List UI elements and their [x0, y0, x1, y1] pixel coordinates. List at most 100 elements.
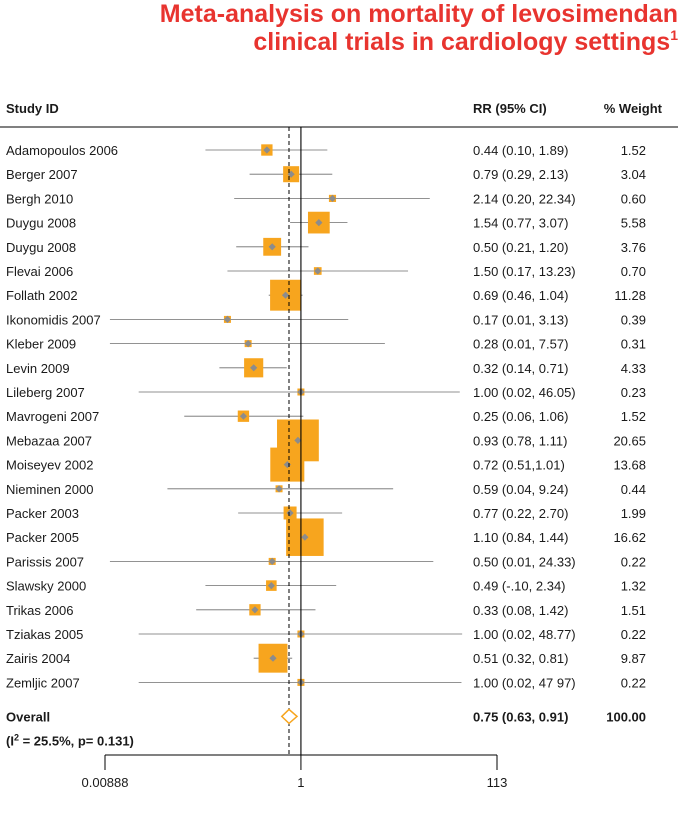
study-row: Flevai 2006 1.50 (0.17, 13.23) 0.70 — [6, 264, 646, 279]
heterogeneity-open: (I — [6, 733, 14, 748]
study-name: Flevai 2006 — [6, 264, 73, 279]
study-rr-ci: 0.49 (-.10, 2.34) — [473, 579, 566, 594]
study-weight: 0.23 — [621, 385, 646, 400]
study-name: Duygu 2008 — [6, 240, 76, 255]
study-name: Bergh 2010 — [6, 191, 73, 206]
study-name: Mavrogeni 2007 — [6, 409, 99, 424]
study-point-estimate — [250, 364, 258, 372]
heterogeneity-stat: (I2 = 25.5%, p= 0.131) — [6, 732, 134, 748]
chart-title-line-2-text: clinical trials in cardiology settings — [253, 28, 670, 56]
study-name: Packer 2005 — [6, 530, 79, 545]
study-name: Kleber 2009 — [6, 337, 76, 352]
study-point-estimate — [281, 291, 290, 299]
study-rr-ci: 0.25 (0.06, 1.06) — [473, 409, 568, 424]
study-weight: 0.60 — [621, 191, 646, 206]
study-name: Adamopoulos 2006 — [6, 143, 118, 158]
study-point-estimate — [287, 170, 295, 178]
study-weight: 3.04 — [621, 167, 646, 182]
header-rr-ci: RR (95% CI) — [473, 101, 547, 116]
study-rr-ci: 1.00 (0.02, 46.05) — [473, 385, 576, 400]
study-weight: 0.44 — [621, 482, 646, 497]
reference-lines — [288, 127, 302, 755]
study-row: Packer 2005 1.10 (0.84, 1.44) 16.62 — [6, 518, 646, 556]
study-row: Mebazaa 2007 0.93 (0.78, 1.11) 20.65 — [6, 419, 646, 462]
study-row: Nieminen 2000 0.59 (0.04, 9.24) 0.44 — [6, 482, 646, 497]
study-point-estimate — [267, 582, 275, 590]
study-weight: 16.62 — [613, 530, 646, 545]
x-axis-tick-label: 0.00888 — [82, 775, 129, 790]
study-weight: 4.33 — [621, 361, 646, 376]
study-name: Nieminen 2000 — [6, 482, 93, 497]
study-row: Bergh 2010 2.14 (0.20, 22.34) 0.60 — [6, 191, 646, 206]
study-point-estimate — [244, 340, 252, 348]
study-name: Follath 2002 — [6, 288, 78, 303]
study-rows: Adamopoulos 2006 0.44 (0.10, 1.89) 1.52 Ber… — [6, 143, 646, 690]
study-weight: 13.68 — [613, 458, 646, 473]
study-rr-ci: 0.28 (0.01, 7.57) — [473, 337, 568, 352]
study-name: Zairis 2004 — [6, 651, 70, 666]
study-name: Slawsky 2000 — [6, 579, 86, 594]
study-rr-ci: 0.69 (0.46, 1.04) — [473, 288, 568, 303]
study-rr-ci: 0.79 (0.29, 2.13) — [473, 167, 568, 182]
study-name: Zemljic 2007 — [6, 675, 80, 690]
overall-label: Overall — [6, 709, 50, 724]
study-name: Berger 2007 — [6, 167, 78, 182]
study-weight: 0.22 — [621, 627, 646, 642]
study-rr-ci: 1.00 (0.02, 47 97) — [473, 675, 576, 690]
study-rr-ci: 0.17 (0.01, 3.13) — [473, 312, 568, 327]
study-name: Moiseyev 2002 — [6, 458, 93, 473]
study-rr-ci: 1.54 (0.77, 3.07) — [473, 216, 568, 231]
overall-diamond — [280, 708, 299, 725]
study-row: Follath 2002 0.69 (0.46, 1.04) 11.28 — [6, 279, 646, 311]
study-row: Trikas 2006 0.33 (0.08, 1.42) 1.51 — [6, 603, 646, 618]
study-name: Mebazaa 2007 — [6, 433, 92, 448]
study-row: Tziakas 2005 1.00 (0.02, 48.77) 0.22 — [6, 627, 646, 642]
study-row: Kleber 2009 0.28 (0.01, 7.57) 0.31 — [6, 337, 646, 352]
study-point-estimate — [294, 436, 302, 444]
study-row: Levin 2009 0.32 (0.14, 0.71) 4.33 — [6, 358, 646, 378]
study-name: Packer 2003 — [6, 506, 79, 521]
study-weight: 0.22 — [621, 675, 646, 690]
study-weight: 9.87 — [621, 651, 646, 666]
study-row: Duygu 2008 0.50 (0.21, 1.20) 3.76 — [6, 237, 646, 256]
study-rr-ci: 0.44 (0.10, 1.89) — [473, 143, 568, 158]
header-study-id: Study ID — [6, 101, 59, 116]
x-axis: 0.00888 1 113 — [82, 754, 507, 790]
study-rr-ci: 1.50 (0.17, 13.23) — [473, 264, 576, 279]
study-rr-ci: 0.59 (0.04, 9.24) — [473, 482, 568, 497]
study-weight: 1.52 — [621, 409, 646, 424]
study-weight: 1.51 — [621, 603, 646, 618]
study-row: Moiseyev 2002 0.72 (0.51,1.01) 13.68 — [6, 447, 646, 482]
study-point-estimate — [315, 219, 323, 227]
study-name: Levin 2009 — [6, 361, 70, 376]
overall-rr-ci: 0.75 (0.63, 0.91) — [473, 709, 568, 724]
study-point-estimate — [268, 557, 276, 565]
study-point-estimate — [328, 194, 337, 202]
study-row: Mavrogeni 2007 0.25 (0.06, 1.06) 1.52 — [6, 409, 646, 424]
study-rr-ci: 0.51 (0.32, 0.81) — [473, 651, 568, 666]
study-rr-ci: 0.33 (0.08, 1.42) — [473, 603, 568, 618]
study-point-estimate — [251, 606, 259, 614]
study-point-estimate — [239, 412, 248, 420]
study-name: Tziakas 2005 — [6, 627, 83, 642]
study-weight: 5.58 — [621, 216, 646, 231]
study-row: Berger 2007 0.79 (0.29, 2.13) 3.04 — [6, 166, 646, 183]
overall-weight: 100.00 — [606, 709, 646, 724]
study-rr-ci: 0.50 (0.21, 1.20) — [473, 240, 568, 255]
heterogeneity-values: = 25.5%, p= 0.131) — [19, 733, 134, 748]
study-point-estimate — [283, 461, 291, 469]
study-rr-ci: 0.50 (0.01, 24.33) — [473, 554, 576, 569]
study-point-estimate — [286, 509, 294, 517]
chart-title-line-2: clinical trials in cardiology settings1 — [253, 27, 678, 56]
study-weight: 1.99 — [621, 506, 646, 521]
study-row: Adamopoulos 2006 0.44 (0.10, 1.89) 1.52 — [6, 143, 646, 158]
study-rr-ci: 0.32 (0.14, 0.71) — [473, 361, 568, 376]
study-weight: 0.31 — [621, 337, 646, 352]
study-rr-ci: 0.77 (0.22, 2.70) — [473, 506, 568, 521]
header-weight: % Weight — [604, 101, 663, 116]
chart-title-line-1: Meta-analysis on mortality of levosimend… — [160, 0, 678, 28]
study-point-estimate — [268, 243, 276, 251]
study-name: Trikas 2006 — [6, 603, 73, 618]
